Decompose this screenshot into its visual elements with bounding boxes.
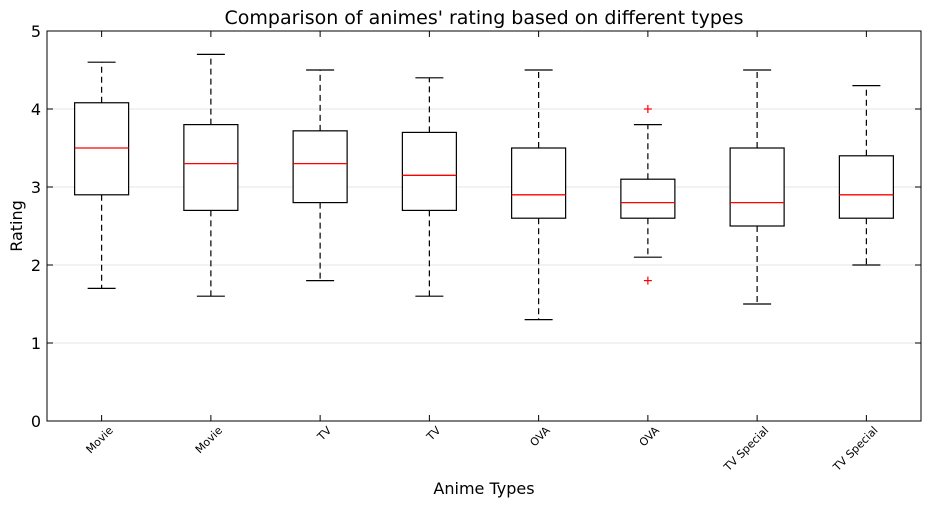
marks-layer: [74, 53, 894, 321]
box-group: [292, 69, 348, 282]
iqr-box: [620, 178, 676, 219]
iqr-box: [292, 130, 348, 204]
y-axis-label: Rating: [7, 200, 26, 252]
outlier-point: [643, 105, 652, 113]
box-group: [620, 105, 676, 285]
y-tick-label: 2: [31, 256, 41, 275]
y-tick-label: 5: [31, 22, 41, 41]
y-tick-label: 1: [31, 334, 41, 353]
chart-title: Comparison of animes' rating based on di…: [225, 7, 744, 29]
y-tick-label: 3: [31, 178, 41, 197]
iqr-box: [729, 147, 785, 227]
iqr-box: [401, 131, 457, 211]
iqr-box: [511, 147, 567, 219]
iqr-box: [74, 102, 130, 196]
x-axis-label: Anime Types: [433, 479, 534, 498]
box-group: [511, 69, 567, 321]
box-group: [838, 84, 894, 266]
box-group: [729, 69, 785, 305]
box-group: [183, 53, 239, 297]
box-group: [401, 77, 457, 297]
iqr-box: [838, 155, 894, 219]
iqr-box: [183, 123, 239, 212]
y-tick-label: 0: [31, 412, 41, 431]
box-group: [74, 61, 130, 289]
y-tick-label: 4: [31, 100, 41, 119]
outlier-point: [643, 276, 652, 285]
plot-frame: [46, 30, 922, 422]
